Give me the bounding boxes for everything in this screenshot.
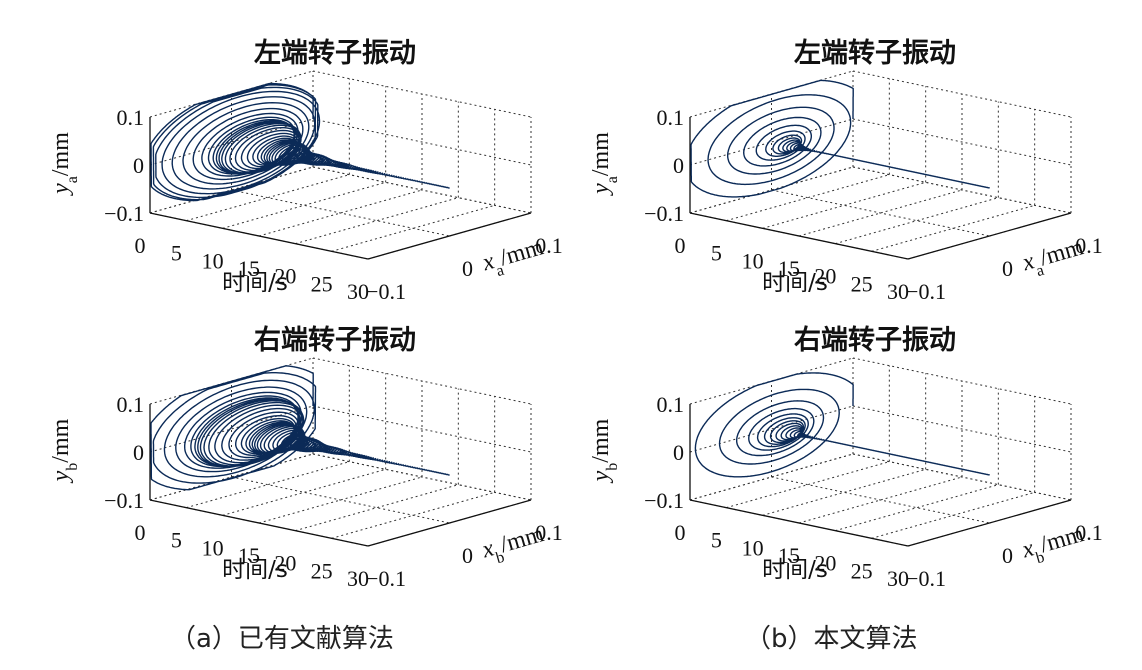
time-tick-label: 30 [887,279,909,304]
x-tick-label: −0.1 [366,279,406,304]
time-tick-label: 15 [238,256,260,281]
time-tick-label: 25 [311,558,333,583]
trajectory-line [150,365,451,491]
time-tick-labels: 0 5 10 15 20 25 30 [135,520,370,591]
time-tick-label: 30 [347,566,369,591]
time-tick-label: 20 [814,264,836,289]
x-tick-label: 0 [1002,256,1013,281]
panel-title: 右端转子振动 [794,325,956,356]
time-tick-label: 20 [814,551,836,576]
time-tick-label: 0 [135,520,146,545]
y-tick-label: −0.1 [104,488,144,513]
x-tick-labels: −0.1 0 0.1 [366,233,563,304]
x-tick-label: 0 [1002,543,1013,568]
time-tick-label: 20 [274,264,296,289]
time-tick-label: 25 [311,271,333,296]
y-axis-label: yb/mm [48,418,81,483]
x-axis-label: xa/mm [479,234,549,283]
trajectory-line [694,372,991,478]
x-tick-label: 0.1 [1075,520,1103,545]
time-tick-label: 0 [135,233,146,258]
time-tick-labels: 0 5 10 15 20 25 30 [135,233,370,304]
y-tick-label: −0.1 [104,201,144,226]
y-tick-label: 0 [673,440,684,465]
time-tick-label: 30 [347,279,369,304]
time-tick-label: 25 [851,558,873,583]
x-tick-label: 0.1 [535,520,563,545]
y-tick-label: 0.1 [117,392,145,417]
axis-lines [689,404,1072,547]
time-tick-label: 25 [851,271,873,296]
axis-lines [689,117,1072,260]
x-tick-label: 0 [462,256,473,281]
x-axis-label: xb/mm [1018,521,1088,570]
time-tick-label: 10 [202,248,224,273]
time-axis-label: 时间/s [762,557,828,583]
y-tick-label: 0.1 [117,105,145,130]
x-tick-label: 0 [462,543,473,568]
y-tick-label: −0.1 [644,488,684,513]
x-axis-label: xb/mm [478,521,548,570]
time-tick-label: 30 [887,566,909,591]
time-tick-label: 5 [711,528,722,553]
y-tick-labels: 0.1 0 −0.1 [644,105,684,226]
y-tick-label: 0.1 [657,392,685,417]
panel-title: 左端转子振动 [794,38,956,69]
caption-b: （b）本文算法 [745,624,918,654]
y-tick-label: 0 [673,153,684,178]
time-tick-label: 15 [778,256,800,281]
time-tick-label: 0 [675,233,686,258]
x-tick-labels: −0.1 0 0.1 [366,520,563,591]
trajectory-line [690,79,991,198]
x-tick-label: −0.1 [906,279,946,304]
time-axis-label: 时间/s [222,557,288,583]
y-axis-label: ya/mm [48,132,81,196]
x-axis-label: xa/mm [1019,234,1089,283]
trajectory-line [150,82,451,202]
time-tick-label: 10 [742,248,764,273]
time-tick-labels: 0 5 10 15 20 25 30 [675,520,910,591]
time-tick-label: 5 [171,528,182,553]
y-tick-labels: 0.1 0 −0.1 [644,392,684,513]
panel-title: 右端转子振动 [254,325,416,356]
y-tick-labels: 0.1 0 −0.1 [104,105,144,226]
time-tick-label: 15 [778,543,800,568]
time-tick-label: 15 [238,543,260,568]
axis-lines [149,117,532,260]
x-tick-label: 0.1 [535,233,563,258]
panel-title: 左端转子振动 [254,38,416,69]
x-tick-labels: −0.1 0 0.1 [906,233,1103,304]
x-tick-label: 0.1 [1075,233,1103,258]
time-tick-labels: 0 5 10 15 20 25 30 [675,233,910,304]
y-axis-label: yb/mm [588,418,621,483]
grid-lines [689,70,1072,260]
y-tick-label: −0.1 [644,201,684,226]
time-tick-label: 5 [711,241,722,266]
y-tick-label: 0.1 [657,105,685,130]
x-tick-label: −0.1 [906,566,946,591]
axis-lines [149,404,532,547]
time-tick-label: 0 [675,520,686,545]
time-tick-label: 5 [171,241,182,266]
y-tick-label: 0 [133,440,144,465]
y-tick-label: 0 [133,153,144,178]
caption-a: （a）已有文献算法 [170,624,394,654]
y-axis-label: ya/mm [588,132,621,196]
x-tick-label: −0.1 [366,566,406,591]
x-tick-labels: −0.1 0 0.1 [906,520,1103,591]
time-tick-label: 20 [274,551,296,576]
time-axis-label: 时间/s [762,270,828,296]
time-tick-label: 10 [742,535,764,560]
y-tick-labels: 0.1 0 −0.1 [104,392,144,513]
time-axis-label: 时间/s [222,270,288,296]
time-tick-label: 10 [202,535,224,560]
